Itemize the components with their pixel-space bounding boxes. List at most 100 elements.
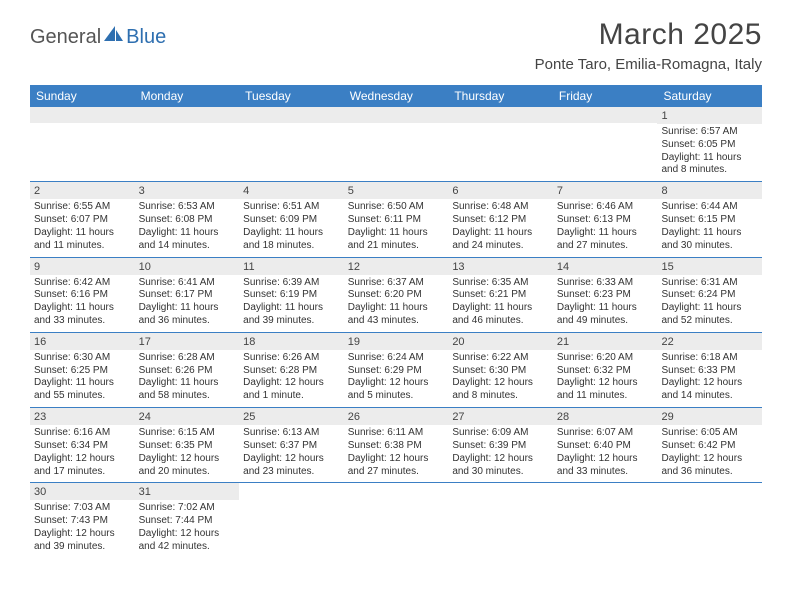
day-info: Sunrise: 6:31 AMSunset: 6:24 PMDaylight:… [657,275,762,332]
calendar-cell: 6Sunrise: 6:48 AMSunset: 6:12 PMDaylight… [448,182,553,256]
daylight-text: Daylight: 11 hours and 18 minutes. [243,227,340,253]
sunrise-text: Sunrise: 6:30 AM [34,352,131,365]
location: Ponte Taro, Emilia-Romagna, Italy [535,56,762,73]
empty-day [135,107,240,123]
calendar-cell: 12Sunrise: 6:37 AMSunset: 6:20 PMDayligh… [344,258,449,332]
empty-day [30,107,135,123]
calendar-cell: 29Sunrise: 6:05 AMSunset: 6:42 PMDayligh… [657,408,762,482]
sunset-text: Sunset: 6:25 PM [34,365,131,378]
day-info: Sunrise: 6:09 AMSunset: 6:39 PMDaylight:… [448,425,553,482]
day-header: Friday [553,85,658,107]
calendar-cell: 31Sunrise: 7:02 AMSunset: 7:44 PMDayligh… [135,483,240,557]
sunset-text: Sunset: 6:13 PM [557,214,654,227]
day-info: Sunrise: 6:22 AMSunset: 6:30 PMDaylight:… [448,350,553,407]
sunset-text: Sunset: 6:20 PM [348,289,445,302]
daylight-text: Daylight: 11 hours and 46 minutes. [452,302,549,328]
day-header-row: Sunday Monday Tuesday Wednesday Thursday… [30,85,762,107]
sunrise-text: Sunrise: 6:31 AM [661,277,758,290]
sunrise-text: Sunrise: 6:05 AM [661,427,758,440]
sunrise-text: Sunrise: 6:51 AM [243,201,340,214]
calendar-cell: 21Sunrise: 6:20 AMSunset: 6:32 PMDayligh… [553,333,658,407]
brand-logo: General Blue [30,24,166,50]
calendar-cell: 9Sunrise: 6:42 AMSunset: 6:16 PMDaylight… [30,258,135,332]
calendar-cell: 11Sunrise: 6:39 AMSunset: 6:19 PMDayligh… [239,258,344,332]
daylight-text: Daylight: 11 hours and 24 minutes. [452,227,549,253]
sunrise-text: Sunrise: 6:15 AM [139,427,236,440]
daylight-text: Daylight: 12 hours and 20 minutes. [139,453,236,479]
day-info: Sunrise: 6:51 AMSunset: 6:09 PMDaylight:… [239,199,344,256]
day-number: 29 [657,408,762,425]
sunset-text: Sunset: 6:24 PM [661,289,758,302]
calendar-cell: 16Sunrise: 6:30 AMSunset: 6:25 PMDayligh… [30,333,135,407]
daylight-text: Daylight: 12 hours and 23 minutes. [243,453,340,479]
sunrise-text: Sunrise: 6:20 AM [557,352,654,365]
daylight-text: Daylight: 11 hours and 30 minutes. [661,227,758,253]
daylight-text: Daylight: 11 hours and 33 minutes. [34,302,131,328]
calendar-cell [344,107,449,181]
day-info: Sunrise: 6:18 AMSunset: 6:33 PMDaylight:… [657,350,762,407]
daylight-text: Daylight: 11 hours and 21 minutes. [348,227,445,253]
day-info: Sunrise: 6:41 AMSunset: 6:17 PMDaylight:… [135,275,240,332]
day-info: Sunrise: 6:42 AMSunset: 6:16 PMDaylight:… [30,275,135,332]
day-number: 8 [657,182,762,199]
sunset-text: Sunset: 6:37 PM [243,440,340,453]
daylight-text: Daylight: 12 hours and 1 minute. [243,377,340,403]
daylight-text: Daylight: 11 hours and 43 minutes. [348,302,445,328]
daylight-text: Daylight: 12 hours and 39 minutes. [34,528,131,554]
daylight-text: Daylight: 12 hours and 17 minutes. [34,453,131,479]
day-info: Sunrise: 6:46 AMSunset: 6:13 PMDaylight:… [553,199,658,256]
sunrise-text: Sunrise: 6:11 AM [348,427,445,440]
day-info: Sunrise: 6:24 AMSunset: 6:29 PMDaylight:… [344,350,449,407]
calendar-cell [448,483,553,557]
calendar-cell: 17Sunrise: 6:28 AMSunset: 6:26 PMDayligh… [135,333,240,407]
sunset-text: Sunset: 6:29 PM [348,365,445,378]
sunset-text: Sunset: 6:35 PM [139,440,236,453]
day-info: Sunrise: 6:55 AMSunset: 6:07 PMDaylight:… [30,199,135,256]
day-number: 25 [239,408,344,425]
daylight-text: Daylight: 11 hours and 39 minutes. [243,302,340,328]
day-info: Sunrise: 6:11 AMSunset: 6:38 PMDaylight:… [344,425,449,482]
calendar-cell [30,107,135,181]
day-number: 4 [239,182,344,199]
calendar-cell [553,107,658,181]
calendar-cell [553,483,658,557]
sunset-text: Sunset: 6:28 PM [243,365,340,378]
sunrise-text: Sunrise: 7:02 AM [139,502,236,515]
day-number: 21 [553,333,658,350]
day-number: 1 [657,107,762,124]
sunrise-text: Sunrise: 6:39 AM [243,277,340,290]
daylight-text: Daylight: 11 hours and 58 minutes. [139,377,236,403]
sunset-text: Sunset: 6:15 PM [661,214,758,227]
daylight-text: Daylight: 11 hours and 8 minutes. [661,152,758,178]
day-info: Sunrise: 6:53 AMSunset: 6:08 PMDaylight:… [135,199,240,256]
daylight-text: Daylight: 12 hours and 27 minutes. [348,453,445,479]
daylight-text: Daylight: 12 hours and 30 minutes. [452,453,549,479]
sunset-text: Sunset: 6:33 PM [661,365,758,378]
day-number: 10 [135,258,240,275]
day-info: Sunrise: 6:48 AMSunset: 6:12 PMDaylight:… [448,199,553,256]
sunset-text: Sunset: 6:19 PM [243,289,340,302]
day-number: 7 [553,182,658,199]
day-info: Sunrise: 6:37 AMSunset: 6:20 PMDaylight:… [344,275,449,332]
sunset-text: Sunset: 6:42 PM [661,440,758,453]
calendar-cell: 2Sunrise: 6:55 AMSunset: 6:07 PMDaylight… [30,182,135,256]
calendar-cell [239,483,344,557]
day-info: Sunrise: 6:39 AMSunset: 6:19 PMDaylight:… [239,275,344,332]
sunrise-text: Sunrise: 6:35 AM [452,277,549,290]
sunrise-text: Sunrise: 6:33 AM [557,277,654,290]
day-number: 5 [344,182,449,199]
calendar-cell: 27Sunrise: 6:09 AMSunset: 6:39 PMDayligh… [448,408,553,482]
sunrise-text: Sunrise: 6:41 AM [139,277,236,290]
calendar-cell: 4Sunrise: 6:51 AMSunset: 6:09 PMDaylight… [239,182,344,256]
day-number: 24 [135,408,240,425]
day-info: Sunrise: 6:13 AMSunset: 6:37 PMDaylight:… [239,425,344,482]
day-header: Saturday [657,85,762,107]
day-info: Sunrise: 6:05 AMSunset: 6:42 PMDaylight:… [657,425,762,482]
daylight-text: Daylight: 11 hours and 27 minutes. [557,227,654,253]
empty-day [239,107,344,123]
calendar-cell: 8Sunrise: 6:44 AMSunset: 6:15 PMDaylight… [657,182,762,256]
week-row: 16Sunrise: 6:30 AMSunset: 6:25 PMDayligh… [30,333,762,408]
sunrise-text: Sunrise: 6:13 AM [243,427,340,440]
day-info: Sunrise: 6:30 AMSunset: 6:25 PMDaylight:… [30,350,135,407]
daylight-text: Daylight: 12 hours and 42 minutes. [139,528,236,554]
